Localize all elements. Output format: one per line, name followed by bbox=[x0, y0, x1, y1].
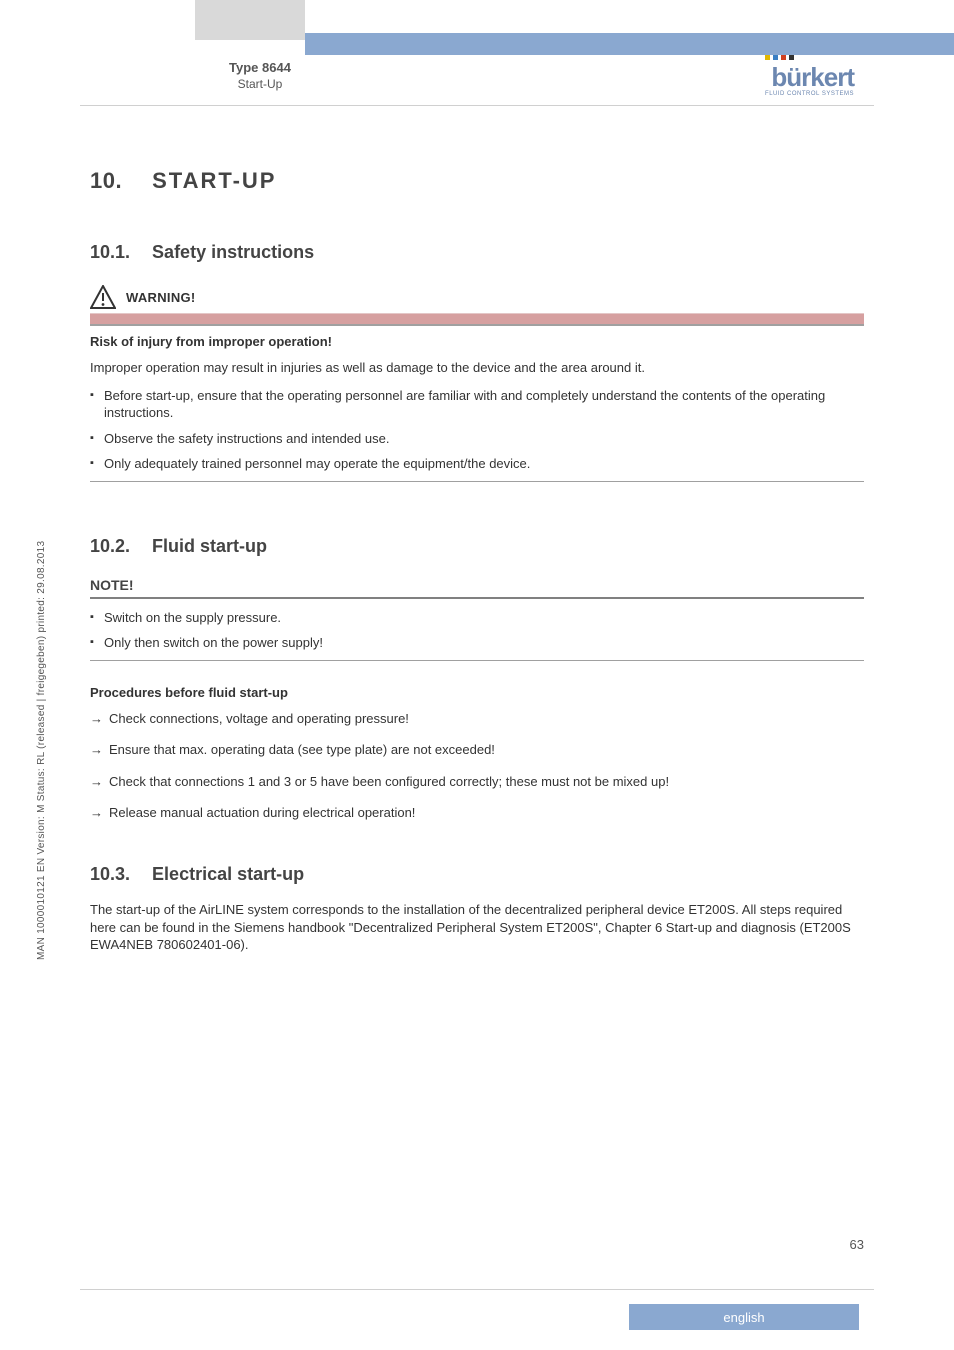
note-admonition: NOTE! Switch on the supply pressure. Onl… bbox=[90, 577, 864, 661]
procedure-item: → Release manual actuation during electri… bbox=[90, 804, 864, 822]
warning-triangle-icon bbox=[90, 285, 116, 309]
note-bullet-list: Switch on the supply pressure. Only then… bbox=[90, 609, 864, 652]
section-number: 10.2. bbox=[90, 536, 130, 557]
procedure-item: → Check connections, voltage and operatin… bbox=[90, 710, 864, 728]
procedure-item: → Ensure that max. operating data (see ty… bbox=[90, 741, 864, 759]
warning-admonition: WARNING! Risk of injury from improper op… bbox=[90, 285, 864, 482]
section-number: 10.3. bbox=[90, 864, 130, 885]
content: 10. START-UP 10.1. Safety instructions W… bbox=[90, 168, 864, 954]
warning-color-bar bbox=[90, 313, 864, 326]
warning-risk: Risk of injury from improper operation! bbox=[90, 334, 864, 349]
procedure-text: Check that connections 1 and 3 or 5 have… bbox=[109, 773, 669, 791]
warning-end-rule bbox=[90, 481, 864, 482]
section-electrical: 10.3. Electrical start-up The start-up o… bbox=[90, 864, 864, 954]
list-item: Only then switch on the power supply! bbox=[90, 634, 864, 652]
header-blue-bar bbox=[305, 33, 954, 55]
warning-label: WARNING! bbox=[126, 290, 196, 305]
electrical-paragraph: The start-up of the AirLINE system corre… bbox=[90, 901, 864, 954]
warning-header: WARNING! bbox=[90, 285, 864, 309]
header-divider bbox=[80, 105, 874, 106]
section-heading-fluid: 10.2. Fluid start-up bbox=[90, 536, 864, 557]
chapter-heading: 10. START-UP bbox=[90, 168, 864, 194]
arrow-icon: → bbox=[90, 773, 103, 791]
note-label: NOTE! bbox=[90, 577, 864, 593]
procedure-text: Release manual actuation during electric… bbox=[109, 804, 415, 822]
warning-bullet-list: Before start-up, ensure that the operati… bbox=[90, 387, 864, 473]
list-item: Observe the safety instructions and inte… bbox=[90, 430, 864, 448]
side-metadata: MAN 1000010121 EN Version: M Status: RL … bbox=[36, 541, 47, 960]
page-number: 63 bbox=[850, 1237, 864, 1252]
chapter-number: 10. bbox=[90, 168, 122, 194]
logo-subtitle: FLUID CONTROL SYSTEMS bbox=[765, 91, 854, 97]
arrow-icon: → bbox=[90, 710, 103, 728]
list-item: Switch on the supply pressure. bbox=[90, 609, 864, 627]
logo-dots-icon bbox=[765, 55, 854, 60]
section-title: Safety instructions bbox=[152, 242, 314, 263]
logo: bürkert FLUID CONTROL SYSTEMS bbox=[759, 55, 854, 97]
doc-subtitle: Start-Up bbox=[150, 77, 370, 91]
footer-language-badge: english bbox=[629, 1304, 859, 1330]
section-heading-electrical: 10.3. Electrical start-up bbox=[90, 864, 864, 885]
arrow-icon: → bbox=[90, 741, 103, 759]
doc-header: Type 8644 Start-Up bbox=[150, 56, 370, 91]
warning-intro: Improper operation may result in injurie… bbox=[90, 359, 864, 377]
section-heading-safety: 10.1. Safety instructions bbox=[90, 242, 864, 263]
page: Type 8644 Start-Up bürkert FLUID CONTROL… bbox=[0, 0, 954, 1350]
procedures-title: Procedures before fluid start-up bbox=[90, 685, 864, 700]
procedure-item: → Check that connections 1 and 3 or 5 hav… bbox=[90, 773, 864, 791]
list-item: Before start-up, ensure that the operati… bbox=[90, 387, 864, 422]
procedure-list: → Check connections, voltage and operatin… bbox=[90, 710, 864, 822]
procedure-text: Check connections, voltage and operating… bbox=[109, 710, 409, 728]
list-item: Only adequately trained personnel may op… bbox=[90, 455, 864, 473]
section-number: 10.1. bbox=[90, 242, 130, 263]
footer-divider bbox=[80, 1289, 874, 1290]
note-color-bar bbox=[90, 597, 864, 599]
chapter-title: START-UP bbox=[152, 168, 276, 194]
arrow-icon: → bbox=[90, 804, 103, 822]
doc-type: Type 8644 bbox=[150, 60, 370, 75]
note-end-rule bbox=[90, 660, 864, 661]
procedure-text: Ensure that max. operating data (see typ… bbox=[109, 741, 495, 759]
section-title: Fluid start-up bbox=[152, 536, 267, 557]
header-gray-block bbox=[195, 0, 305, 40]
logo-text: bürkert bbox=[759, 62, 854, 93]
section-title: Electrical start-up bbox=[152, 864, 304, 885]
